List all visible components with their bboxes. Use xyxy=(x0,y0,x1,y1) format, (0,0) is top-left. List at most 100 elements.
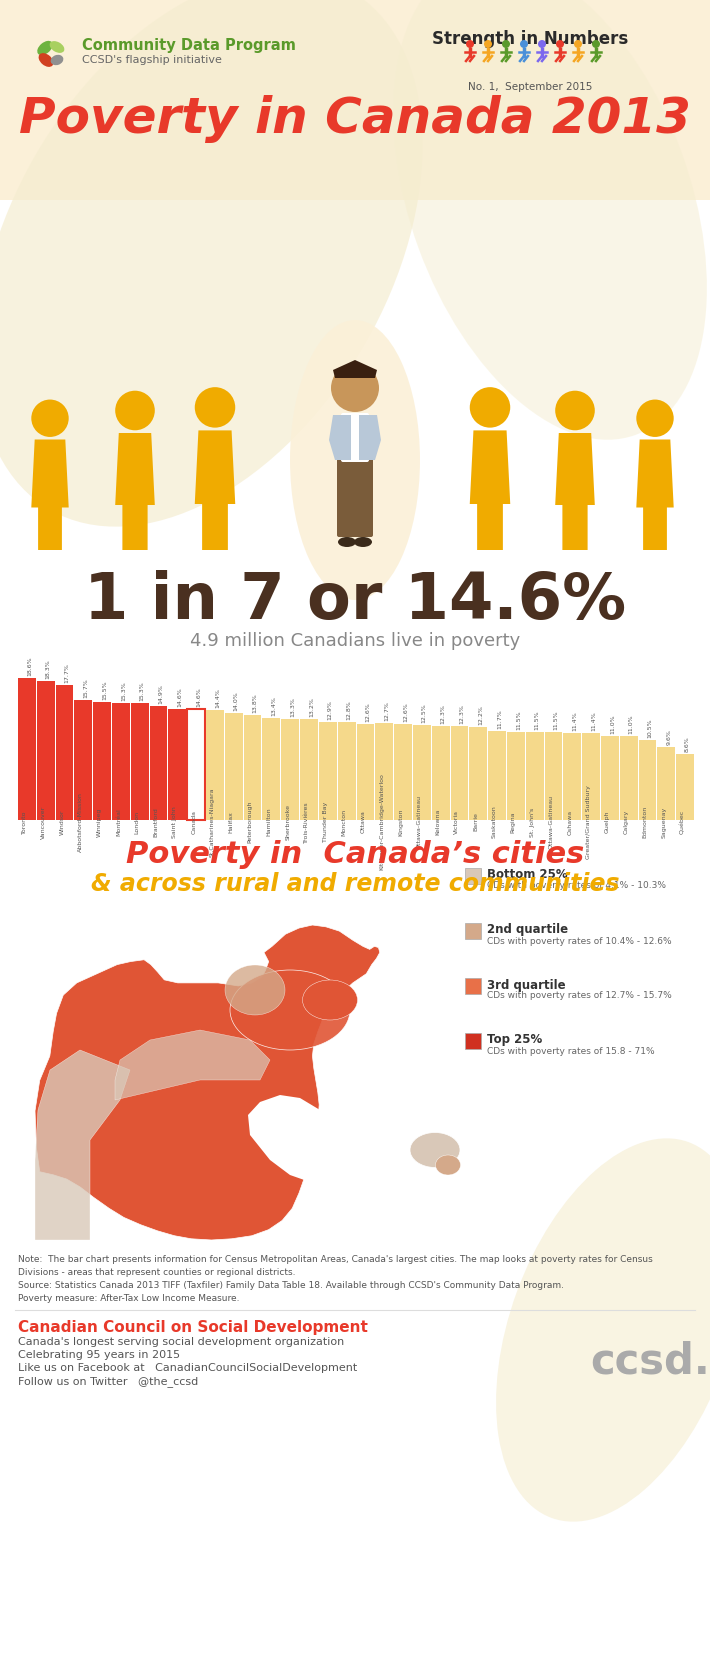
Bar xyxy=(281,718,299,820)
Text: CDs with poverty rates of 12.7% - 15.7%: CDs with poverty rates of 12.7% - 15.7% xyxy=(487,992,672,1000)
Circle shape xyxy=(466,40,474,48)
Text: 11.4%: 11.4% xyxy=(572,711,577,731)
Bar xyxy=(319,721,337,820)
Bar xyxy=(465,979,481,994)
Bar xyxy=(93,701,111,820)
Bar xyxy=(300,720,318,820)
Bar xyxy=(18,678,36,820)
Text: Divisions - areas that represent counties or regional districts.: Divisions - areas that represent countie… xyxy=(18,1268,295,1278)
Text: Follow us on Twitter   @the_ccsd: Follow us on Twitter @the_ccsd xyxy=(18,1376,198,1386)
Polygon shape xyxy=(333,361,377,377)
Text: Kingston: Kingston xyxy=(398,808,403,835)
Bar xyxy=(394,725,412,820)
Text: Canadian Council on Social Development: Canadian Council on Social Development xyxy=(18,1319,368,1334)
Bar xyxy=(187,708,205,820)
Text: 14.9%: 14.9% xyxy=(158,685,163,705)
Text: Top 25%: Top 25% xyxy=(487,1034,542,1047)
Text: Vancouver: Vancouver xyxy=(40,805,45,838)
Text: Community Data Program: Community Data Program xyxy=(82,38,296,53)
Polygon shape xyxy=(470,431,510,549)
Text: Victoria: Victoria xyxy=(454,810,459,833)
Ellipse shape xyxy=(354,538,372,548)
Bar xyxy=(469,726,487,820)
Text: Ottawa-Gatineau: Ottawa-Gatineau xyxy=(417,795,422,848)
Text: Abbotsford-Mission: Abbotsford-Mission xyxy=(78,792,83,852)
Text: Guelph: Guelph xyxy=(605,810,610,833)
Text: Poverty in  Canada’s cities: Poverty in Canada’s cities xyxy=(126,840,584,868)
Bar xyxy=(168,708,186,820)
Polygon shape xyxy=(195,431,235,549)
Bar xyxy=(75,700,92,820)
Text: Oshawa: Oshawa xyxy=(567,810,572,835)
Text: Peterborough: Peterborough xyxy=(248,800,253,843)
Bar xyxy=(582,733,600,820)
Ellipse shape xyxy=(0,0,422,526)
Text: Barrie: Barrie xyxy=(474,813,479,832)
Text: 12.3%: 12.3% xyxy=(459,705,464,725)
Bar xyxy=(206,710,224,820)
Text: No. 1,  September 2015: No. 1, September 2015 xyxy=(468,82,592,92)
Bar xyxy=(488,731,506,820)
Text: 14.4%: 14.4% xyxy=(215,688,220,708)
Polygon shape xyxy=(31,439,69,549)
Text: CDs with poverty rates of 15.8 - 71%: CDs with poverty rates of 15.8 - 71% xyxy=(487,1047,655,1055)
Circle shape xyxy=(470,387,510,428)
Text: Canada's longest serving social development organization: Canada's longest serving social developm… xyxy=(18,1338,344,1348)
Text: CDs with poverty rates of 4.1% - 10.3%: CDs with poverty rates of 4.1% - 10.3% xyxy=(487,882,666,890)
Bar xyxy=(620,736,638,820)
Text: Halifax: Halifax xyxy=(229,812,234,833)
Text: Like us on Facebook at   CanadianCouncilSocialDevelopment: Like us on Facebook at CanadianCouncilSo… xyxy=(18,1363,357,1373)
Bar xyxy=(638,740,656,820)
Text: 1 in 7 or 14.6%: 1 in 7 or 14.6% xyxy=(84,569,626,631)
Text: 15.5%: 15.5% xyxy=(102,680,107,700)
Text: Canada: Canada xyxy=(191,810,196,833)
Bar xyxy=(451,726,469,820)
Bar xyxy=(112,703,130,820)
Text: Greater/Grand Sudbury: Greater/Grand Sudbury xyxy=(586,785,591,858)
Bar xyxy=(465,924,481,939)
Text: Québec: Québec xyxy=(680,810,685,833)
Text: Source: Statistics Canada 2013 TIFF (Taxfiler) Family Data Table 18. Available t: Source: Statistics Canada 2013 TIFF (Tax… xyxy=(18,1281,564,1289)
Text: Note:  The bar chart presents information for Census Metropolitan Areas, Canada': Note: The bar chart presents information… xyxy=(18,1254,652,1264)
Text: 18.6%: 18.6% xyxy=(27,656,32,676)
Text: 14.6%: 14.6% xyxy=(196,686,201,706)
Text: Saguenay: Saguenay xyxy=(661,807,666,838)
Circle shape xyxy=(331,364,379,412)
Text: 11.0%: 11.0% xyxy=(628,715,634,735)
Ellipse shape xyxy=(37,40,53,55)
Bar xyxy=(356,725,374,820)
Text: Celebrating 95 years in 2015: Celebrating 95 years in 2015 xyxy=(18,1349,180,1359)
Text: 12.8%: 12.8% xyxy=(346,701,351,720)
Ellipse shape xyxy=(50,55,63,65)
Text: Kelowna: Kelowna xyxy=(436,808,441,835)
Text: 14.6%: 14.6% xyxy=(178,686,182,706)
Text: 15.3%: 15.3% xyxy=(140,681,145,701)
Text: 11.5%: 11.5% xyxy=(535,711,540,730)
Text: Toronto: Toronto xyxy=(22,810,27,833)
Circle shape xyxy=(195,387,235,428)
Text: Ottawa: Ottawa xyxy=(361,810,366,833)
Text: Regina: Regina xyxy=(511,812,516,833)
Text: 12.2%: 12.2% xyxy=(479,705,484,725)
Text: 11.5%: 11.5% xyxy=(554,711,559,730)
Ellipse shape xyxy=(393,0,707,439)
FancyBboxPatch shape xyxy=(337,458,373,538)
Text: Edmonton: Edmonton xyxy=(643,807,648,838)
Bar xyxy=(676,755,694,820)
Polygon shape xyxy=(555,433,595,549)
Text: & across rural and remote communities: & across rural and remote communities xyxy=(91,872,619,897)
Text: 10.5%: 10.5% xyxy=(648,718,652,738)
Text: Saskatoon: Saskatoon xyxy=(492,805,497,838)
Text: London: London xyxy=(135,810,140,833)
Text: 14.0%: 14.0% xyxy=(234,691,239,711)
Bar xyxy=(465,868,481,883)
Polygon shape xyxy=(636,439,674,549)
Ellipse shape xyxy=(225,965,285,1015)
Polygon shape xyxy=(35,925,380,1241)
Text: 12.9%: 12.9% xyxy=(328,700,333,720)
Text: 9.6%: 9.6% xyxy=(666,730,671,745)
Bar xyxy=(601,736,619,820)
Polygon shape xyxy=(329,416,351,459)
Bar xyxy=(263,718,280,820)
Circle shape xyxy=(502,40,510,48)
